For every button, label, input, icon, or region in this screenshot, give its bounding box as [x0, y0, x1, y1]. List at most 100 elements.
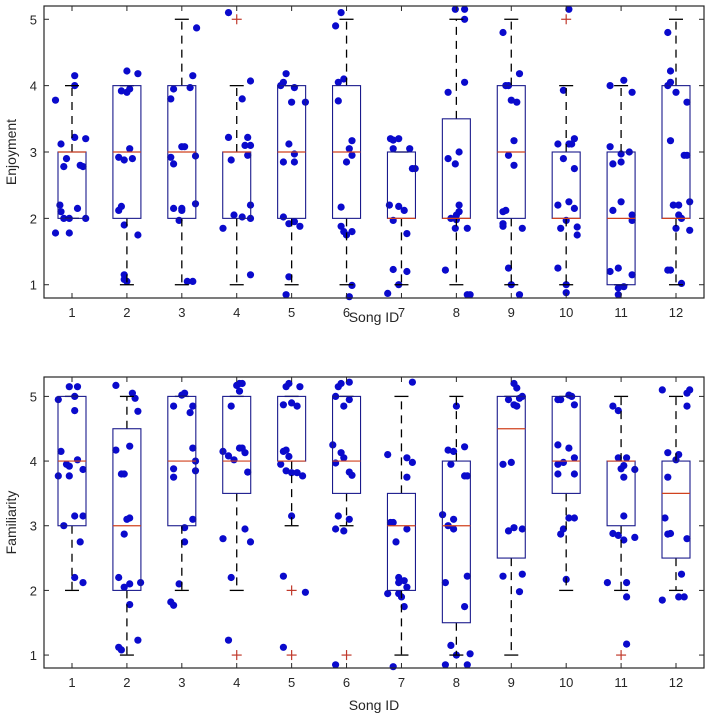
data-point: [499, 460, 507, 468]
box-2: [112, 395, 142, 656]
data-point: [235, 387, 244, 395]
data-point: [450, 515, 458, 523]
data-point: [293, 402, 301, 410]
x-tick-label: 1: [68, 675, 75, 690]
iqr-box: [661, 460, 691, 559]
box-5: [277, 84, 307, 286]
box-12: [661, 395, 691, 592]
x-tick-label: 10: [559, 675, 573, 690]
data-point: [658, 386, 666, 394]
data-point: [296, 383, 304, 391]
data-point: [73, 204, 82, 212]
y-tick-label: 5: [30, 12, 37, 27]
data-point: [664, 473, 672, 481]
data-point: [559, 86, 568, 94]
data-point: [123, 515, 131, 523]
data-point: [65, 472, 73, 480]
data-point: [285, 140, 293, 148]
data-point: [666, 529, 675, 538]
data-point: [282, 446, 290, 454]
x-tick-label: 9: [508, 305, 515, 320]
data-point: [73, 383, 82, 391]
data-point: [463, 572, 471, 580]
data-point: [664, 449, 672, 457]
data-point: [392, 538, 400, 546]
data-point: [609, 160, 617, 168]
x-tick-label: 10: [559, 305, 573, 320]
y-tick-label: 4: [30, 79, 37, 94]
data-point: [510, 524, 518, 532]
y-tick-label: 3: [30, 145, 37, 160]
data-point: [406, 145, 414, 153]
x-tick-label: 1: [68, 305, 75, 320]
data-point: [244, 468, 252, 476]
data-point: [51, 96, 60, 104]
data-point: [71, 573, 79, 582]
jitter-points: [51, 5, 694, 301]
iqr-box: [496, 395, 526, 559]
data-point: [609, 529, 617, 538]
data-point: [570, 470, 579, 478]
data-point: [400, 206, 408, 214]
data-point: [120, 530, 128, 538]
data-point: [170, 204, 178, 212]
data-point: [71, 72, 79, 80]
data-point: [680, 593, 688, 601]
box-3: [167, 18, 197, 286]
data-point: [403, 230, 411, 238]
data-point: [76, 161, 84, 169]
iqr-box: [386, 492, 417, 591]
data-point: [288, 469, 296, 477]
box-2: [112, 84, 142, 286]
data-point: [515, 291, 524, 299]
data-point: [669, 201, 677, 209]
axes-frame: [43, 5, 705, 299]
data-point: [227, 402, 235, 410]
data-point: [557, 396, 565, 404]
data-point: [76, 538, 84, 546]
data-point: [504, 527, 513, 535]
data-point: [455, 208, 463, 216]
data-point: [189, 444, 197, 452]
data-point: [403, 473, 411, 481]
data-point: [120, 221, 128, 229]
data-point: [57, 208, 65, 216]
data-point: [504, 151, 513, 159]
data-point: [570, 165, 579, 173]
data-point: [170, 465, 178, 473]
data-point: [332, 525, 340, 533]
data-point: [395, 579, 403, 587]
data-point: [246, 77, 255, 85]
data-point: [60, 163, 68, 171]
data-point: [345, 396, 353, 404]
data-point: [384, 289, 392, 297]
data-point: [224, 133, 233, 141]
data-point: [444, 88, 452, 96]
data-point: [230, 211, 238, 219]
data-point: [241, 449, 249, 457]
jitter-points: [54, 378, 694, 671]
data-point: [666, 137, 675, 145]
data-point: [606, 143, 614, 151]
data-point: [686, 386, 694, 394]
data-point: [57, 140, 65, 148]
data-point: [620, 512, 628, 520]
data-point: [389, 663, 397, 671]
data-point: [134, 231, 142, 239]
data-point: [683, 98, 691, 106]
data-point: [666, 78, 675, 86]
data-point: [441, 579, 449, 587]
data-point: [518, 525, 526, 533]
data-point: [614, 284, 622, 292]
data-point: [675, 201, 683, 209]
data-point: [282, 291, 290, 299]
data-point: [230, 456, 238, 464]
data-point: [183, 277, 191, 285]
data-point: [554, 264, 562, 272]
data-point: [65, 462, 73, 470]
data-point: [573, 231, 581, 239]
data-point: [466, 291, 474, 299]
data-point: [515, 70, 524, 78]
